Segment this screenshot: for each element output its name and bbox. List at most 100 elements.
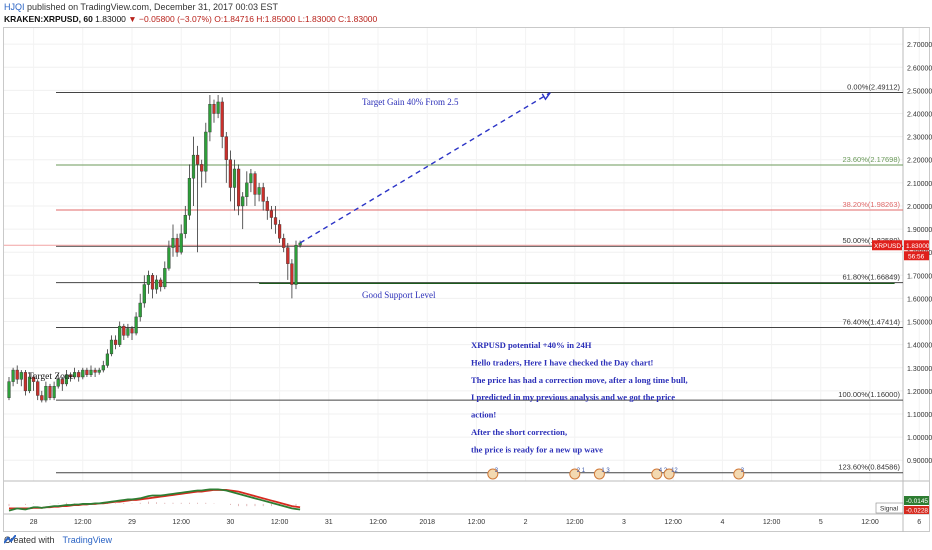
candle-body <box>290 263 294 285</box>
price-tag-text: 1.83000 <box>906 243 930 250</box>
y-tick-label: 2.50000 <box>907 88 932 95</box>
candle-body <box>138 302 142 318</box>
candle-body <box>278 224 282 239</box>
candle-body <box>56 379 60 387</box>
candle-body <box>101 365 105 371</box>
event-marker-label: 2 1 <box>577 468 586 474</box>
candle-body <box>261 187 265 202</box>
candle-body <box>228 159 232 188</box>
fib-level-label: 23.60%(2.17698) <box>842 155 900 164</box>
y-tick-label: 2.30000 <box>907 135 932 142</box>
candle-body <box>32 376 36 382</box>
candle-body <box>113 339 118 345</box>
price-change: ▼ −0.05800 (−3.07%) <box>128 14 212 24</box>
y-tick-label: 0.90000 <box>907 458 932 465</box>
x-tick-label: 12:00 <box>664 519 682 526</box>
fib-level-label: 61.80%(1.66849) <box>842 273 900 282</box>
candle-body <box>146 275 150 285</box>
y-tick-label: 1.90000 <box>907 227 932 234</box>
fib-level-label: 100.00%(1.16000) <box>838 390 900 399</box>
event-marker-label: 12 <box>671 468 678 474</box>
x-tick-label: 3 <box>622 519 626 526</box>
candle-body <box>179 233 183 253</box>
candle-body <box>294 245 298 285</box>
candle-body <box>212 104 216 114</box>
candle-body <box>89 369 93 375</box>
last-price: 1.83000 <box>95 14 126 24</box>
event-marker-label: 3 <box>741 468 745 474</box>
x-tick-label: 28 <box>30 519 38 526</box>
symbol-tag-text: XRPUSD <box>874 243 901 250</box>
candle-body <box>134 316 138 334</box>
y-tick-label: 1.20000 <box>907 389 932 396</box>
x-tick-label: 29 <box>128 519 136 526</box>
symbol-tag-bg <box>872 240 902 251</box>
candle-body <box>171 238 175 248</box>
analysis-note-line: After the short correction, <box>471 427 567 437</box>
analysis-note-line: I predicted in my previous analysis and … <box>471 392 675 402</box>
candle-body <box>44 386 48 401</box>
projection-arrow-head <box>541 92 551 101</box>
event-marker-label: 1 3 <box>601 468 610 474</box>
fib-level-label: 38.20%(1.98263) <box>842 200 900 209</box>
candle-body <box>236 168 241 207</box>
author-name[interactable]: HJQI <box>4 2 25 12</box>
candle-body <box>142 284 146 304</box>
candle-body <box>40 395 44 401</box>
signal-tag-bg <box>904 506 929 514</box>
target-zone-label: Target Zone <box>28 372 74 382</box>
y-tick-label: 2.10000 <box>907 181 932 188</box>
tradingview-link[interactable]: TradingView <box>62 535 113 545</box>
candle-body <box>19 372 23 380</box>
x-tick-label: 12:00 <box>861 519 879 526</box>
candle-body <box>167 247 171 269</box>
y-tick-label: 1.10000 <box>907 412 932 419</box>
x-tick-label: 12:00 <box>763 519 781 526</box>
candle-body <box>97 369 101 373</box>
created-with-label: Created with <box>4 535 55 545</box>
y-tick-label: 2.00000 <box>907 204 932 211</box>
event-marker-icon <box>487 468 499 480</box>
y-tick-label: 2.20000 <box>907 158 932 165</box>
candle-body <box>273 217 278 225</box>
event-marker-icon <box>569 468 581 480</box>
macd-tag-bg <box>904 496 929 505</box>
candle-body <box>154 279 159 290</box>
x-tick-label: 12:00 <box>369 519 387 526</box>
candle-body <box>191 154 196 179</box>
y-tick-label: 1.60000 <box>907 296 932 303</box>
candle-body <box>118 325 122 345</box>
y-tick-label: 1.70000 <box>907 273 932 280</box>
candle-body <box>81 369 85 378</box>
candle-body <box>216 101 220 114</box>
analysis-note-line: The price has had a correction move, aft… <box>471 375 688 385</box>
projection-arrow-line <box>299 92 551 244</box>
candle-body <box>200 164 204 172</box>
candle-body <box>159 279 163 288</box>
candle-body <box>253 173 257 195</box>
candle-body <box>60 379 64 385</box>
candle-body <box>105 353 109 366</box>
macd-line <box>8 488 301 512</box>
candle-body <box>183 215 187 234</box>
analysis-note-line: the price is ready for a new up wave <box>471 444 603 454</box>
signal-legend-box <box>875 502 904 514</box>
analysis-note-line: XRPUSD potential +40% in 24H <box>471 340 592 350</box>
analysis-note-line: Hello traders, Here I have checked the D… <box>471 357 654 367</box>
x-tick-label: 12:00 <box>566 519 584 526</box>
candle-body <box>163 268 167 288</box>
candle-body <box>265 201 269 211</box>
candle-body <box>27 376 32 392</box>
candle-body <box>224 136 228 160</box>
publish-header: HJQI published on TradingView.com, Decem… <box>4 2 278 12</box>
fib-level-label: 76.40%(1.47414) <box>842 318 900 327</box>
x-tick-label: 12:00 <box>172 519 190 526</box>
x-tick-label: 5 <box>819 519 823 526</box>
countdown-tag-bg <box>904 251 929 261</box>
candle-body <box>15 369 19 380</box>
event-marker-icon <box>733 468 745 480</box>
candle-body <box>249 173 253 184</box>
candle-body <box>36 381 40 396</box>
y-tick-label: 1.40000 <box>907 343 932 350</box>
